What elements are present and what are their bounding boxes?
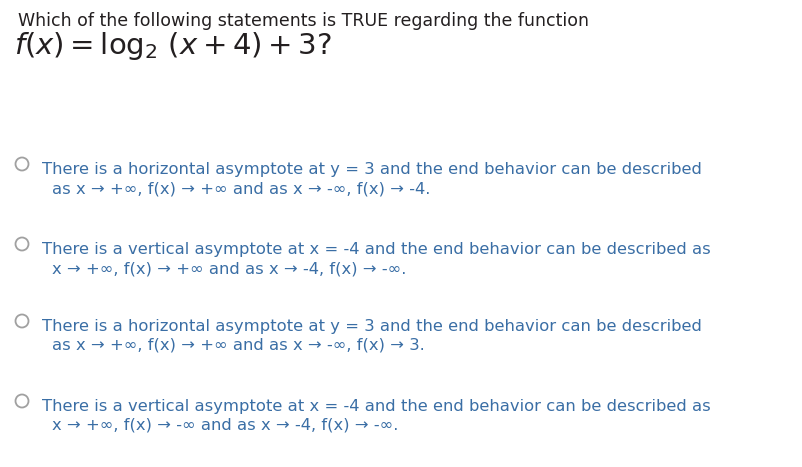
Text: There is a vertical asymptote at x = -4 and the end behavior can be described as: There is a vertical asymptote at x = -4 …	[42, 399, 710, 414]
Text: $\mathit{f}(\mathit{x}) = \log_2\,(\mathit{x} + 4) + 3$?: $\mathit{f}(\mathit{x}) = \log_2\,(\math…	[14, 30, 331, 62]
Text: x → +∞, f(x) → +∞ and as x → -4, f(x) → -∞.: x → +∞, f(x) → +∞ and as x → -4, f(x) → …	[52, 261, 406, 276]
Text: There is a horizontal asymptote at y = 3 and the end behavior can be described: There is a horizontal asymptote at y = 3…	[42, 162, 701, 177]
Text: as x → +∞, f(x) → +∞ and as x → -∞, f(x) → 3.: as x → +∞, f(x) → +∞ and as x → -∞, f(x)…	[52, 338, 424, 353]
Text: x → +∞, f(x) → -∞ and as x → -4, f(x) → -∞.: x → +∞, f(x) → -∞ and as x → -4, f(x) → …	[52, 418, 398, 433]
Text: There is a vertical asymptote at x = -4 and the end behavior can be described as: There is a vertical asymptote at x = -4 …	[42, 242, 710, 257]
Text: There is a horizontal asymptote at y = 3 and the end behavior can be described: There is a horizontal asymptote at y = 3…	[42, 319, 701, 334]
Text: as x → +∞, f(x) → +∞ and as x → -∞, f(x) → -4.: as x → +∞, f(x) → +∞ and as x → -∞, f(x)…	[52, 181, 430, 196]
Text: Which of the following statements is TRUE regarding the function: Which of the following statements is TRU…	[18, 12, 588, 30]
